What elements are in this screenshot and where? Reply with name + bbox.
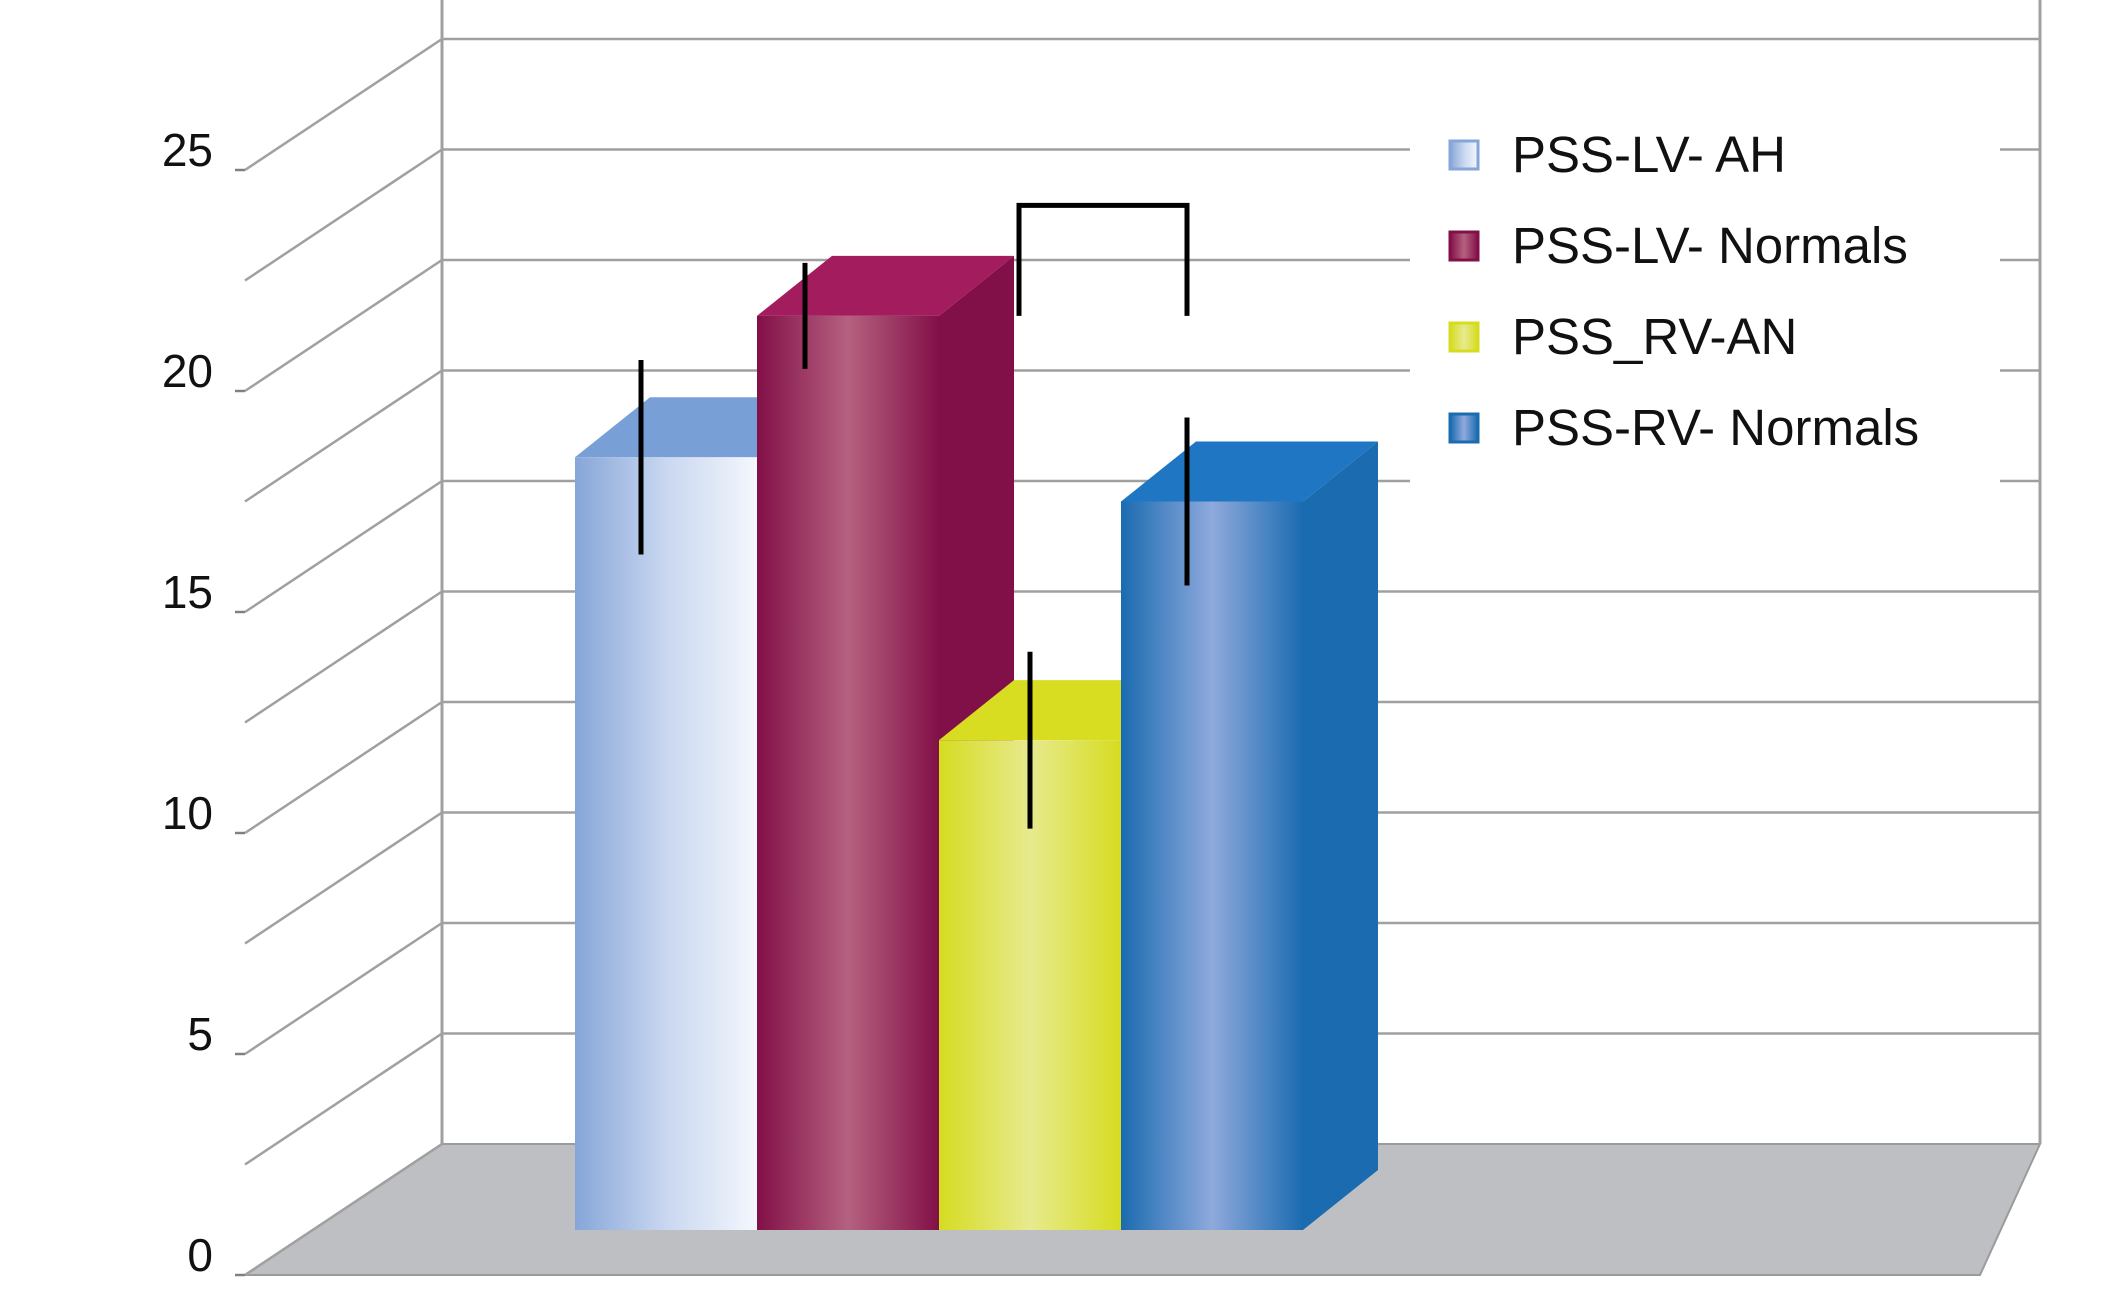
- bar-top: [757, 255, 1014, 316]
- legend-label: PSS-LV- Normals: [1512, 217, 1908, 274]
- y-axis: 0 5 10 15 20 25: [162, 124, 245, 1281]
- gridline-depth: [244, 258, 443, 393]
- bar-front: [757, 315, 939, 1230]
- gridline-depth: [244, 1142, 443, 1277]
- legend-swatch: [1448, 230, 1480, 262]
- bar-side: [1303, 441, 1378, 1230]
- gridline-depth: [244, 921, 443, 1056]
- legend: PSS-LV- AH PSS-LV- Normals PSS_RV-AN PSS-RV…: [1410, 120, 2000, 490]
- gridline-depth: [244, 1032, 443, 1166]
- gridline-depth: [244, 590, 443, 724]
- gridline-depth: [244, 369, 443, 503]
- error-bars: [638, 262, 1190, 829]
- legend-item: PSS-LV- AH: [1448, 126, 1786, 183]
- y-tick-label: 0: [187, 1229, 213, 1281]
- bar-front: [575, 457, 757, 1230]
- legend-item: PSS-LV- Normals: [1448, 217, 1908, 274]
- legend-item: PSS-RV- Normals: [1448, 399, 1919, 456]
- legend-swatch: [1448, 412, 1480, 444]
- bar-front: [1121, 501, 1303, 1230]
- significance-bracket: [1016, 202, 1190, 316]
- y-tick-label: 5: [187, 1008, 213, 1060]
- legend-swatch: [1448, 139, 1480, 171]
- legend-label: PSS-LV- AH: [1512, 126, 1786, 183]
- gridline-depth: [244, 479, 443, 614]
- legend-label: PSS-RV- Normals: [1512, 399, 1919, 456]
- legend-swatch: [1448, 321, 1480, 353]
- gridline-depth: [244, 37, 443, 172]
- gridline-depth: [244, 700, 443, 835]
- legend-item: PSS_RV-AN: [1448, 308, 1797, 365]
- gridline-depth: [244, 148, 443, 282]
- gridline-depth: [244, 811, 443, 945]
- bar: [1121, 441, 1378, 1230]
- y-tick-label: 15: [162, 566, 213, 618]
- legend-label: PSS_RV-AN: [1512, 308, 1797, 365]
- y-tick-label: 25: [162, 124, 213, 176]
- y-tick-label: 20: [162, 345, 213, 397]
- bars: [575, 255, 1378, 1231]
- y-tick-label: 10: [162, 787, 213, 839]
